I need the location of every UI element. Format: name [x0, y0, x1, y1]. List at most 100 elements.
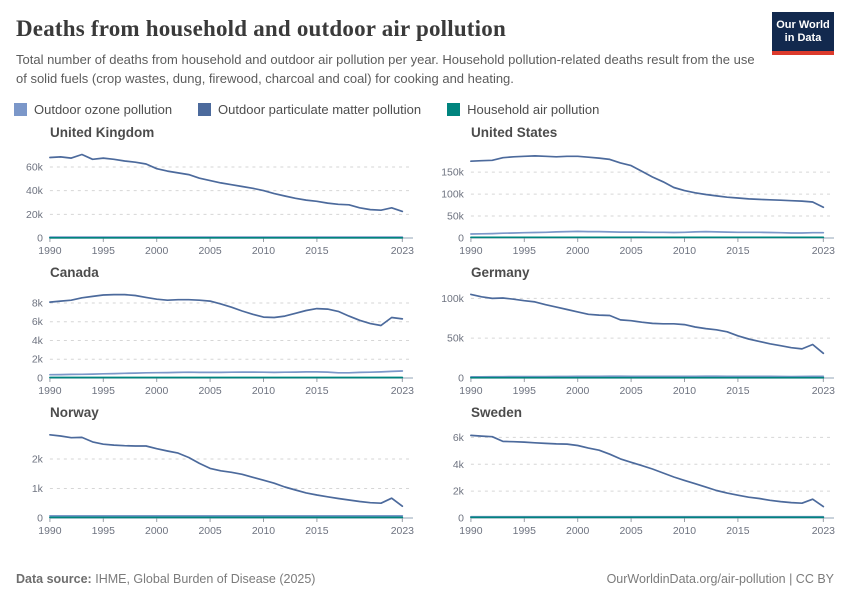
- svg-text:1995: 1995: [513, 246, 536, 257]
- svg-text:60k: 60k: [26, 162, 44, 173]
- svg-text:2023: 2023: [812, 386, 835, 397]
- svg-text:6k: 6k: [453, 433, 465, 444]
- panel-title: United States: [471, 124, 558, 140]
- series-pm: [49, 433, 404, 507]
- svg-text:2015: 2015: [305, 526, 328, 537]
- data-source-label: Data source:: [16, 572, 92, 586]
- svg-text:2000: 2000: [145, 386, 168, 397]
- svg-text:2015: 2015: [726, 386, 749, 397]
- panel-title: Sweden: [471, 404, 523, 420]
- series-pm: [470, 293, 825, 354]
- svg-text:2010: 2010: [252, 386, 275, 397]
- svg-text:0: 0: [458, 233, 464, 244]
- charts-grid: United Kingdom 0 20k 40k 60k 1990 1995 2000 200…: [0, 119, 850, 540]
- series-pm: [49, 293, 404, 327]
- svg-text:1995: 1995: [513, 526, 536, 537]
- series-pm: [49, 153, 404, 212]
- svg-text:40k: 40k: [26, 186, 44, 197]
- svg-text:2010: 2010: [673, 386, 696, 397]
- legend-label-pm: Outdoor particulate matter pollution: [218, 101, 422, 117]
- svg-text:100k: 100k: [441, 294, 464, 305]
- chart-panel-united-kingdom: United Kingdom 0 20k 40k 60k 1990 1995 2000 200…: [12, 125, 417, 260]
- chart-footer: Data source: IHME, Global Burden of Dise…: [0, 560, 850, 600]
- svg-text:1995: 1995: [92, 526, 115, 537]
- svg-text:20k: 20k: [26, 209, 44, 220]
- svg-text:2010: 2010: [252, 526, 275, 537]
- svg-text:2000: 2000: [566, 246, 589, 257]
- svg-text:50k: 50k: [447, 211, 465, 222]
- series-pm: [470, 434, 825, 508]
- svg-text:8k: 8k: [32, 298, 44, 309]
- svg-text:1990: 1990: [459, 526, 482, 537]
- legend: Outdoor ozone pollution Outdoor particul…: [0, 89, 850, 119]
- svg-text:2k: 2k: [32, 354, 44, 365]
- legend-item-ozone: Outdoor ozone pollution: [14, 102, 172, 117]
- legend-swatch-ozone: [14, 102, 27, 116]
- svg-text:1995: 1995: [92, 386, 115, 397]
- svg-text:2010: 2010: [673, 246, 696, 257]
- svg-text:2015: 2015: [726, 246, 749, 257]
- chart-header: Deaths from household and outdoor air po…: [0, 0, 850, 89]
- svg-text:2000: 2000: [566, 386, 589, 397]
- chart-panel-sweden: Sweden 0 2k 4k 6k 1990 1995 2000 2005 2010 2015 20…: [433, 405, 838, 540]
- svg-text:2005: 2005: [619, 526, 642, 537]
- svg-text:2023: 2023: [391, 246, 414, 257]
- svg-text:1990: 1990: [38, 386, 61, 397]
- chart-panel-germany: Germany 0 50k 100k 1990 1995 2000 2005 2010 2015…: [433, 265, 838, 400]
- svg-text:2005: 2005: [198, 386, 221, 397]
- svg-text:2023: 2023: [812, 526, 835, 537]
- panel-title: Canada: [50, 264, 99, 280]
- owid-logo[interactable]: Our World in Data: [772, 12, 834, 56]
- svg-text:1k: 1k: [32, 484, 44, 495]
- series-ozone: [470, 230, 825, 235]
- legend-label-household: Household air pollution: [467, 101, 600, 117]
- svg-text:100k: 100k: [441, 189, 464, 200]
- svg-text:6k: 6k: [32, 317, 44, 328]
- svg-text:0: 0: [37, 233, 43, 244]
- legend-item-pm: Outdoor particulate matter pollution: [198, 102, 421, 117]
- svg-text:2000: 2000: [566, 526, 589, 537]
- svg-text:2000: 2000: [145, 526, 168, 537]
- svg-text:2005: 2005: [198, 246, 221, 257]
- legend-swatch-household: [447, 102, 461, 116]
- line-chart-germany: 0 50k 100k 1990 1995 2000 2005 2010 2015 2023: [441, 293, 835, 397]
- svg-text:2000: 2000: [145, 246, 168, 257]
- page-title: Deaths from household and outdoor air po…: [16, 16, 506, 41]
- svg-text:2005: 2005: [619, 386, 642, 397]
- svg-text:50k: 50k: [447, 333, 465, 344]
- line-chart-canada: 0 2k 4k 6k 8k 1990 1995 2000 2005 2010 2015 2023: [32, 293, 414, 397]
- svg-text:2023: 2023: [391, 526, 414, 537]
- svg-text:2015: 2015: [726, 526, 749, 537]
- svg-text:1990: 1990: [459, 386, 482, 397]
- chart-panel-canada: Canada 0 2k 4k 6k 8k 1990 1995 2000 2005 2010 2015…: [12, 265, 417, 400]
- attribution-link[interactable]: OurWorldinData.org/air-pollution | CC BY: [606, 572, 834, 586]
- svg-text:2015: 2015: [305, 246, 328, 257]
- svg-text:2023: 2023: [391, 386, 414, 397]
- svg-text:1995: 1995: [92, 246, 115, 257]
- svg-text:1995: 1995: [513, 386, 536, 397]
- svg-text:4k: 4k: [453, 459, 465, 470]
- svg-text:1990: 1990: [38, 246, 61, 257]
- svg-text:2010: 2010: [673, 526, 696, 537]
- svg-text:2015: 2015: [305, 386, 328, 397]
- chart-panel-norway: Norway 0 1k 2k 1990 1995 2000 2005 2010 2015 2023: [12, 405, 417, 540]
- line-chart-norway: 0 1k 2k 1990 1995 2000 2005 2010 2015 2023: [32, 433, 414, 537]
- svg-text:2k: 2k: [453, 486, 465, 497]
- data-source-text: IHME, Global Burden of Disease (2025): [95, 572, 316, 586]
- svg-text:0: 0: [458, 513, 464, 524]
- data-source: Data source: IHME, Global Burden of Dise…: [16, 572, 315, 586]
- svg-text:4k: 4k: [32, 336, 44, 347]
- series-ozone: [49, 369, 404, 376]
- chart-subtitle: Total number of deaths from household an…: [16, 52, 755, 86]
- panel-title: United Kingdom: [50, 124, 155, 140]
- owid-logo-line2: in Data: [784, 32, 822, 45]
- legend-swatch-pm: [198, 102, 212, 116]
- svg-text:2010: 2010: [252, 246, 275, 257]
- svg-text:2023: 2023: [812, 246, 835, 257]
- svg-text:150k: 150k: [441, 167, 464, 178]
- svg-text:2005: 2005: [619, 246, 642, 257]
- svg-text:0: 0: [37, 373, 43, 384]
- svg-text:1990: 1990: [38, 526, 61, 537]
- legend-item-household: Household air pollution: [447, 102, 599, 117]
- svg-text:1990: 1990: [459, 246, 482, 257]
